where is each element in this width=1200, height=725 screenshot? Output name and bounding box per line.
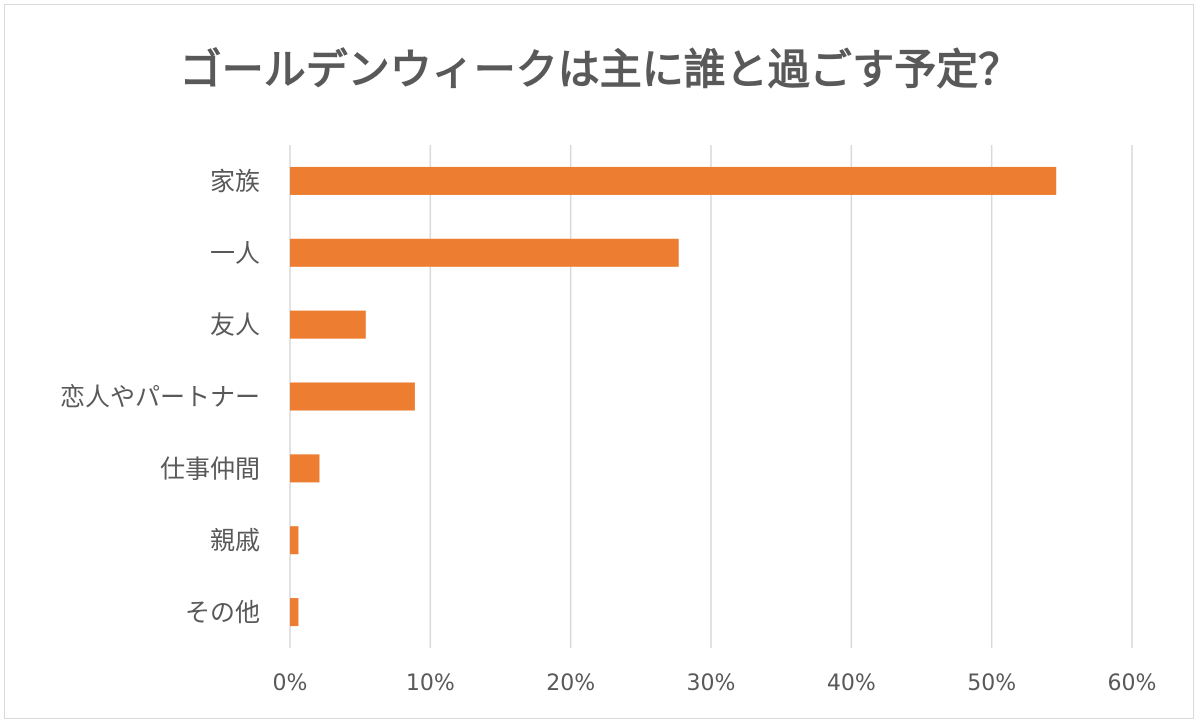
category-label: 友人 [210, 311, 260, 340]
bar [290, 310, 366, 339]
x-tick-label: 30% [687, 671, 736, 696]
chart-frame [4, 4, 1194, 719]
x-tick-label: 10% [406, 671, 455, 696]
category-label: その他 [185, 598, 260, 627]
x-tick-label: 50% [967, 671, 1016, 696]
bars [290, 166, 1057, 627]
chart-title: ゴールデンウィークは主に誰と過ごす予定？ [180, 45, 1020, 94]
bar [290, 454, 320, 483]
x-tick-label: 20% [546, 671, 595, 696]
category-label: 親戚 [210, 526, 260, 555]
category-label: 恋人やパートナー [60, 383, 260, 412]
category-label: 家族 [210, 167, 260, 196]
x-tick-label: 60% [1108, 671, 1157, 696]
bar [290, 166, 1057, 195]
bar [290, 598, 299, 627]
category-label: 一人 [210, 239, 260, 268]
x-tick-labels: 0% 10% 20% 30% 40% 50% 60% [273, 671, 1157, 696]
gridlines [289, 145, 1133, 648]
bar [290, 382, 415, 411]
x-tick-label: 40% [827, 671, 876, 696]
bar [290, 238, 679, 267]
bar [290, 526, 299, 555]
category-label: 仕事仲間 [160, 454, 260, 483]
x-tick-label: 0% [273, 671, 308, 696]
